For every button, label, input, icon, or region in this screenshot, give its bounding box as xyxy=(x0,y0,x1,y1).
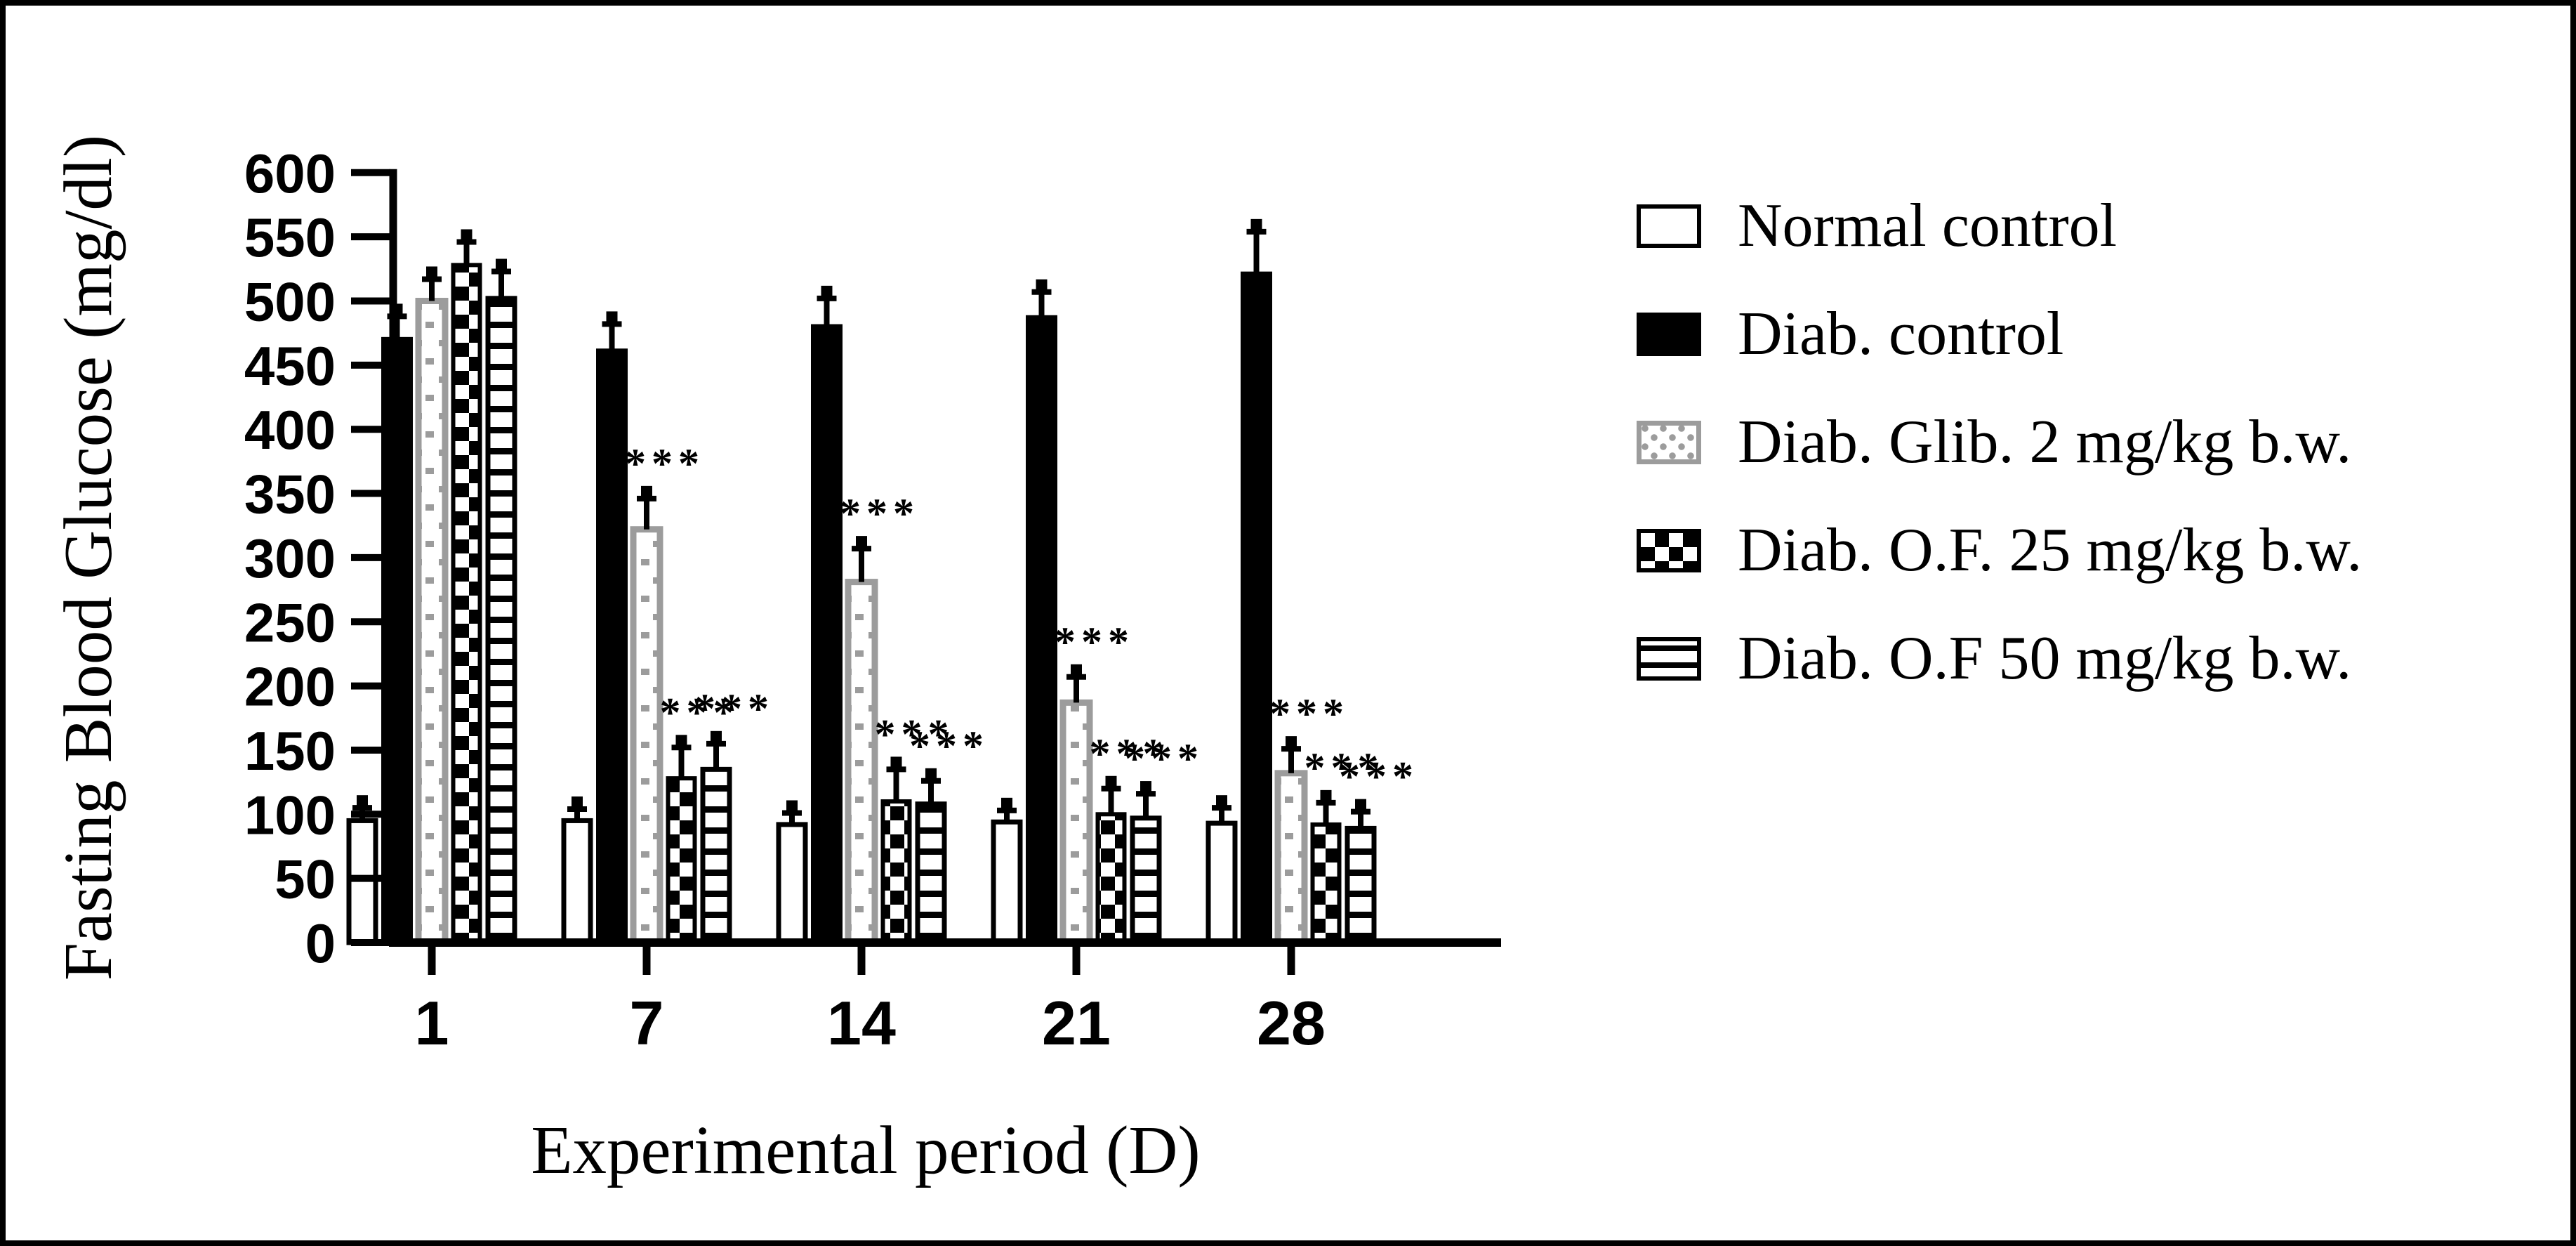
bar xyxy=(485,296,517,945)
legend-swatch-open xyxy=(1637,204,1701,248)
legend-label: Diab. O.F. 25 mg/kg b.w. xyxy=(1738,516,2363,584)
legend: Normal control Diab. control Diab. Glib. 2… xyxy=(1637,195,2362,690)
y-tick-label: 200 xyxy=(244,656,336,718)
significance-stars: *** xyxy=(625,440,705,487)
error-bar xyxy=(675,735,687,747)
error-bar xyxy=(786,800,798,812)
error-bar xyxy=(606,311,618,323)
bar xyxy=(991,819,1023,945)
bar xyxy=(630,526,663,946)
y-axis-title: Fasting Blood Glucose (mg/dl) xyxy=(51,135,126,981)
error-bar xyxy=(1355,799,1366,811)
bar xyxy=(811,324,843,945)
legend-item: Diab. O.F 50 mg/kg b.w. xyxy=(1637,628,2362,690)
error-bar xyxy=(496,258,507,270)
error-bar xyxy=(890,756,902,768)
error-bar xyxy=(1250,218,1262,230)
error-bar xyxy=(1286,736,1297,748)
error-bar xyxy=(711,730,722,742)
y-tick-label: 0 xyxy=(305,912,336,974)
error-bar xyxy=(357,795,368,807)
bar xyxy=(1241,271,1272,945)
significance-stars: *** xyxy=(875,711,955,757)
legend-item: Normal control xyxy=(1637,195,2362,257)
legend-item: Diab. O.F. 25 mg/kg b.w. xyxy=(1637,520,2362,582)
significance-stars: *** xyxy=(660,689,740,735)
bar xyxy=(1026,315,1057,945)
legend-label: Diab. O.F 50 mg/kg b.w. xyxy=(1738,624,2352,693)
legend-item: Diab. control xyxy=(1637,303,2362,365)
error-bar xyxy=(821,285,833,297)
bar-chart-svg: *************** *** *** ********* *** ***0501… xyxy=(51,135,1501,1188)
y-tick-label: 50 xyxy=(275,848,336,910)
y-tick-label: 400 xyxy=(244,399,336,461)
legend-item: Diab. Glib. 2 mg/kg b.w. xyxy=(1637,412,2362,473)
plot-area: *************** *** *** ********* *** ***0501… xyxy=(244,143,1501,1058)
bar xyxy=(880,799,912,945)
bar xyxy=(415,298,449,946)
error-bar xyxy=(1071,664,1082,676)
error-bar xyxy=(426,266,437,278)
significance-stars: *** xyxy=(1339,754,1419,800)
bar xyxy=(1274,770,1308,946)
legend-swatch-solid xyxy=(1637,313,1701,356)
y-tick-label: 450 xyxy=(244,335,336,397)
error-bar xyxy=(1320,789,1332,801)
bar xyxy=(1310,822,1342,945)
y-tick-label: 250 xyxy=(244,591,336,653)
bar xyxy=(1095,812,1127,945)
significance-stars: *** xyxy=(1269,690,1349,737)
significance-stars: *** xyxy=(1304,745,1385,791)
error-bar xyxy=(1140,781,1151,793)
legend-label: Diab. control xyxy=(1738,300,2064,368)
x-axis-title: Experimental period (D) xyxy=(531,1113,1200,1188)
y-tick-label: 600 xyxy=(244,143,336,204)
bar xyxy=(1206,820,1238,945)
error-bar xyxy=(925,768,937,780)
bar xyxy=(596,348,628,945)
bar xyxy=(845,579,878,946)
significance-stars: *** xyxy=(694,686,774,732)
legend-swatch-hlines xyxy=(1637,637,1701,681)
error-bar xyxy=(641,485,652,497)
bar xyxy=(451,263,482,945)
error-bar xyxy=(572,796,583,808)
significance-stars: *** xyxy=(1124,735,1204,782)
bar xyxy=(1059,699,1093,946)
y-tick-label: 500 xyxy=(244,271,336,333)
bar xyxy=(915,801,947,945)
significance-stars: *** xyxy=(840,490,920,537)
error-bar xyxy=(1001,797,1012,809)
bar xyxy=(1345,825,1377,945)
legend-label: Diab. Glib. 2 mg/kg b.w. xyxy=(1738,408,2352,476)
significance-stars: *** xyxy=(909,723,989,769)
significance-stars: *** xyxy=(1055,619,1135,665)
significance-stars: *** xyxy=(1090,730,1170,777)
bar xyxy=(700,766,732,945)
bar xyxy=(1130,815,1162,945)
x-tick-label: 28 xyxy=(1257,988,1326,1058)
bar xyxy=(776,822,808,945)
x-tick-label: 1 xyxy=(415,988,449,1058)
bar xyxy=(666,776,697,945)
y-tick-label: 550 xyxy=(244,206,336,268)
y-tick-label: 350 xyxy=(244,464,336,525)
error-bar xyxy=(1036,279,1048,291)
x-tick-label: 7 xyxy=(630,988,664,1058)
error-bar xyxy=(856,536,867,548)
legend-swatch-dots xyxy=(1637,421,1701,464)
y-tick-label: 300 xyxy=(244,527,336,589)
x-tick-label: 14 xyxy=(827,988,896,1058)
legend-swatch-checker xyxy=(1637,529,1701,572)
legend-label: Normal control xyxy=(1738,192,2118,260)
y-tick-label: 100 xyxy=(244,784,336,846)
error-bar xyxy=(461,229,473,241)
y-tick-label: 150 xyxy=(244,720,336,782)
error-bar xyxy=(1105,775,1117,787)
x-tick-label: 21 xyxy=(1042,988,1111,1058)
error-bar xyxy=(1216,795,1227,807)
bar xyxy=(561,818,593,945)
